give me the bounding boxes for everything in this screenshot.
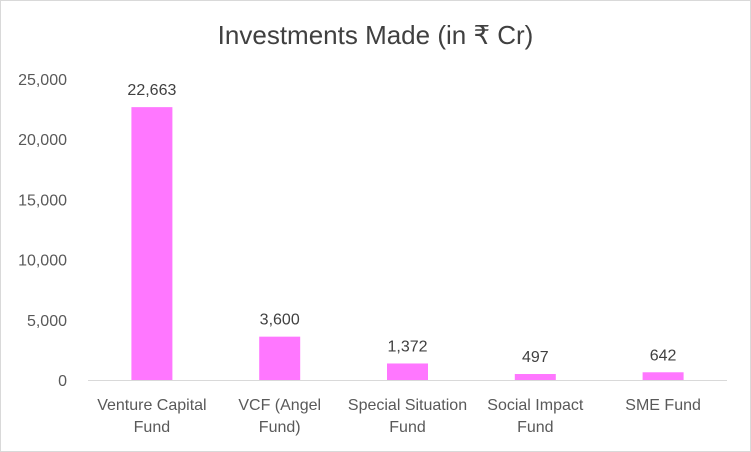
y-tick-label: 0 [58, 373, 67, 390]
category-label: SME Fund [625, 397, 701, 414]
y-tick-label: 10,000 [18, 253, 67, 270]
category-labels: Venture Capital Fund VCF (Angel Fund) Specia… [97, 397, 701, 436]
data-label: 22,663 [127, 82, 176, 99]
y-axis-ticks: 0 5,000 10,000 15,000 20,000 25,000 [18, 72, 67, 390]
y-tick-label: 25,000 [18, 72, 67, 89]
y-tick-label: 5,000 [27, 313, 67, 330]
y-tick-label: 15,000 [18, 192, 67, 209]
category-label: VCF (Angel Fund) [238, 397, 321, 436]
y-tick-label: 20,000 [18, 132, 67, 149]
bar [259, 336, 301, 380]
data-label: 3,600 [260, 312, 300, 329]
data-labels: 22,663 3,600 1,372 497 642 [127, 82, 676, 366]
chart-title: Investments Made (in ₹ Cr) [217, 20, 534, 50]
bar [387, 363, 428, 380]
category-label: Special Situation Fund [348, 397, 467, 436]
data-label: 642 [650, 347, 677, 364]
bar [642, 372, 684, 380]
bar [514, 374, 556, 380]
category-label: Social Impact Fund [487, 397, 584, 436]
data-label: 1,372 [387, 338, 427, 355]
category-label: Venture Capital Fund [97, 397, 206, 436]
bar [131, 107, 173, 380]
data-label: 497 [522, 349, 549, 366]
bars [131, 107, 684, 380]
